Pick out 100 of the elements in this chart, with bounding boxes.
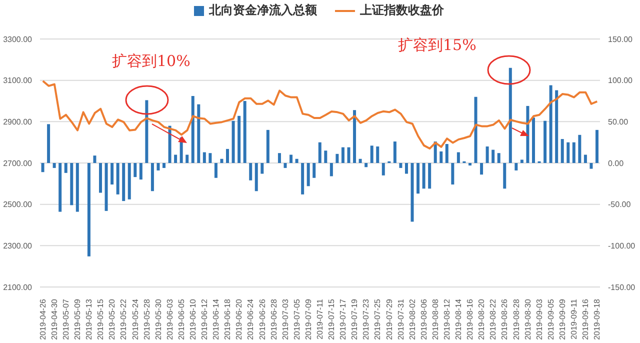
y-tick-label: 2300.00 xyxy=(3,242,33,251)
bar xyxy=(93,156,96,163)
bar xyxy=(110,163,114,184)
bar xyxy=(238,116,241,163)
bar xyxy=(532,118,535,163)
bar xyxy=(134,163,137,178)
bar xyxy=(572,142,576,163)
bar xyxy=(486,146,489,163)
x-tick-label: 2019-05-22 xyxy=(119,298,128,340)
bar xyxy=(266,130,270,163)
x-tick-label: 2019-05-30 xyxy=(154,298,163,340)
bar xyxy=(174,154,178,163)
bar xyxy=(393,142,396,163)
bar xyxy=(410,163,414,222)
bar xyxy=(99,163,102,193)
x-tick-label: 2019-08-02 xyxy=(408,298,417,340)
bar xyxy=(295,158,298,163)
bar xyxy=(243,101,246,163)
x-tick-label: 2019-06-28 xyxy=(269,298,278,340)
bar xyxy=(353,110,356,163)
x-tick-label: 2019-07-09 xyxy=(304,298,313,340)
bar xyxy=(254,163,258,192)
x-tick-label: 2019-07-23 xyxy=(362,298,371,340)
y-tick-label: 2100.00 xyxy=(3,282,33,292)
bar xyxy=(47,124,50,163)
bar xyxy=(520,160,524,163)
bar xyxy=(324,150,328,163)
bar xyxy=(41,163,44,172)
bar xyxy=(104,163,108,211)
bar xyxy=(191,96,194,163)
bar xyxy=(278,153,281,163)
x-tick-label: 2019-08-28 xyxy=(512,298,521,340)
bar xyxy=(284,163,287,168)
bar xyxy=(214,163,218,178)
bar xyxy=(358,158,362,163)
bar xyxy=(290,154,293,163)
x-tick-label: 2019-07-05 xyxy=(292,298,302,340)
bar xyxy=(560,139,564,163)
x-tick-label: 2019-06-05 xyxy=(176,298,186,340)
annotation: 扩容到15% xyxy=(398,36,476,55)
x-tick-label: 2019-07-19 xyxy=(350,298,360,340)
x-tick-label: 2019-08-30 xyxy=(523,298,532,340)
bar xyxy=(445,144,448,163)
bar xyxy=(508,68,512,163)
bar xyxy=(578,134,582,163)
x-tick-label: 2019-07-11 xyxy=(316,298,324,340)
bar xyxy=(306,163,310,186)
bar xyxy=(347,147,350,163)
bar xyxy=(370,146,374,163)
bar xyxy=(249,163,252,180)
bar xyxy=(404,163,408,174)
bar xyxy=(590,163,593,169)
bar xyxy=(376,146,380,163)
bar xyxy=(122,163,126,202)
x-tick-label: 2019-05-13 xyxy=(84,298,94,340)
bar xyxy=(318,142,322,163)
bar xyxy=(555,90,558,163)
legend-label: 北向资金净流入总额 xyxy=(208,2,317,19)
x-tick-label: 2019-06-10 xyxy=(188,298,198,340)
bar xyxy=(87,163,90,256)
x-tick-label: 2019-06-20 xyxy=(234,298,244,340)
x-tick-label: 2019-05-09 xyxy=(73,298,82,340)
bar xyxy=(566,142,570,163)
x-tick-label: 2019-08-20 xyxy=(477,298,486,340)
bar xyxy=(399,163,402,168)
bar xyxy=(330,163,333,176)
x-tick-label: 2019-07-29 xyxy=(384,298,394,340)
bar xyxy=(76,163,79,212)
bar xyxy=(208,153,212,163)
bar xyxy=(168,126,172,163)
bar xyxy=(440,151,443,163)
bar xyxy=(116,163,120,194)
bar xyxy=(260,163,264,174)
bar xyxy=(197,104,200,163)
bar xyxy=(382,163,385,176)
bar xyxy=(70,163,74,206)
x-tick-label: 2019-07-15 xyxy=(327,298,336,340)
y2-tick-label: -100.00 xyxy=(608,242,636,251)
bar xyxy=(451,163,454,184)
x-tick-label: 2019-06-03 xyxy=(165,298,174,340)
x-tick-label: 2019-06-24 xyxy=(246,298,256,340)
bar xyxy=(156,163,160,170)
x-tick-label: 2019-09-18 xyxy=(592,298,602,340)
bar xyxy=(58,163,62,212)
bar xyxy=(480,163,484,175)
x-tick-label: 2019-07-25 xyxy=(373,298,382,340)
bar xyxy=(145,100,148,163)
y-tick-label: 3100.00 xyxy=(3,76,33,86)
x-tick-label: 2019-07-31 xyxy=(396,298,406,340)
x-tick-label: 2019-07-03 xyxy=(280,298,290,340)
x-tick-label: 2019-09-09 xyxy=(558,298,567,340)
bar xyxy=(162,163,166,168)
bar xyxy=(341,147,344,163)
x-tick-label: 2019-08-16 xyxy=(466,298,475,340)
bar xyxy=(503,163,506,189)
bar xyxy=(595,130,598,163)
y-tick-label: 2900.00 xyxy=(3,118,33,127)
y-tick-label: 3300.00 xyxy=(3,34,33,44)
y-tick-label: 2500.00 xyxy=(3,200,33,210)
bar xyxy=(584,154,587,163)
